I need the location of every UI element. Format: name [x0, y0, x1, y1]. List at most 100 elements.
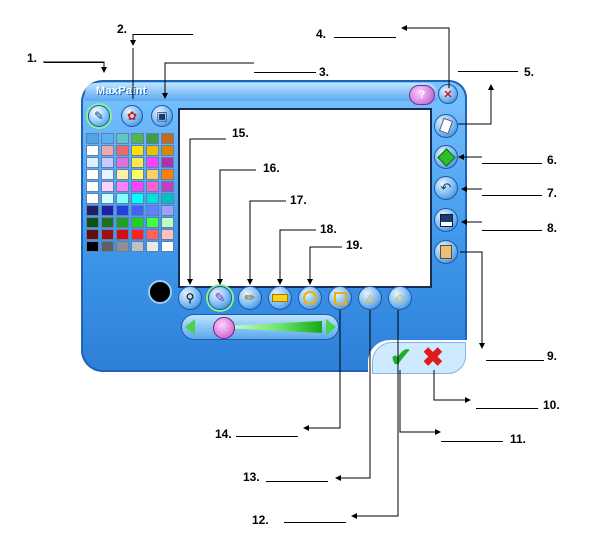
color-swatch[interactable]: [116, 133, 129, 144]
color-swatch[interactable]: [146, 229, 159, 240]
color-swatch[interactable]: [116, 169, 129, 180]
callout-label-11: 11.: [510, 432, 527, 446]
answer-blank-1: [44, 62, 104, 63]
color-swatch[interactable]: [146, 241, 159, 252]
color-swatch[interactable]: [86, 229, 99, 240]
color-swatch[interactable]: [146, 181, 159, 192]
title-bar[interactable]: [85, 83, 437, 101]
color-swatch[interactable]: [131, 241, 144, 252]
color-swatch[interactable]: [131, 133, 144, 144]
color-swatch[interactable]: [101, 229, 114, 240]
color-swatch[interactable]: [86, 145, 99, 156]
color-swatch[interactable]: [161, 157, 174, 168]
checkmark-icon[interactable]: ✔: [390, 342, 412, 372]
color-swatch[interactable]: [116, 181, 129, 192]
color-swatch[interactable]: [131, 169, 144, 180]
undo-button[interactable]: ↶: [434, 176, 458, 200]
color-swatch[interactable]: [161, 241, 174, 252]
color-swatch[interactable]: [131, 181, 144, 192]
callout-label-19: 19.: [346, 238, 363, 252]
color-swatch[interactable]: [86, 205, 99, 216]
current-color-indicator: [148, 280, 172, 304]
square-tool[interactable]: [328, 286, 352, 310]
color-swatch[interactable]: [101, 157, 114, 168]
color-swatch[interactable]: [116, 145, 129, 156]
pencil-icon: ✏: [244, 290, 256, 305]
color-swatch[interactable]: [131, 157, 144, 168]
color-swatch[interactable]: [86, 193, 99, 204]
callout-label-16: 16.: [263, 161, 280, 175]
color-swatch[interactable]: [131, 229, 144, 240]
color-swatch[interactable]: [86, 133, 99, 144]
diamond-icon: ◇: [395, 291, 405, 305]
color-swatch[interactable]: [131, 217, 144, 228]
line-tool[interactable]: [268, 286, 292, 310]
color-swatch[interactable]: [146, 133, 159, 144]
color-swatch[interactable]: [116, 217, 129, 228]
close-button[interactable]: ✕: [438, 84, 458, 104]
color-swatch[interactable]: [86, 157, 99, 168]
color-swatch[interactable]: [161, 133, 174, 144]
slider-increase-arrow-icon[interactable]: [326, 319, 336, 335]
color-swatch[interactable]: [146, 145, 159, 156]
eraser-button[interactable]: [434, 114, 458, 138]
color-swatch[interactable]: [161, 181, 174, 192]
color-swatch[interactable]: [131, 145, 144, 156]
slider-decrease-arrow-icon[interactable]: [185, 319, 195, 335]
color-swatch[interactable]: [116, 193, 129, 204]
color-swatch[interactable]: [161, 205, 174, 216]
color-swatch[interactable]: [146, 193, 159, 204]
callout-label-17: 17.: [290, 193, 307, 207]
x-icon[interactable]: ✖: [422, 342, 444, 372]
slider-knob[interactable]: [213, 317, 236, 339]
circle-tool[interactable]: [298, 286, 322, 310]
triangle-tool[interactable]: △: [358, 286, 382, 310]
frames-button[interactable]: ▣: [151, 105, 173, 127]
diamond-tool[interactable]: ◇: [388, 286, 412, 310]
save-button[interactable]: [434, 208, 458, 232]
color-palette: [86, 133, 174, 252]
color-swatch[interactable]: [161, 145, 174, 156]
color-swatch[interactable]: [161, 193, 174, 204]
color-swatch[interactable]: [101, 193, 114, 204]
brush-tool[interactable]: ✎: [208, 286, 232, 310]
color-swatch[interactable]: [131, 193, 144, 204]
color-swatch[interactable]: [116, 241, 129, 252]
fill-button[interactable]: [434, 145, 458, 169]
answer-blank-2: [133, 34, 193, 35]
color-swatch[interactable]: [101, 133, 114, 144]
color-swatch[interactable]: [146, 217, 159, 228]
color-swatch[interactable]: [86, 241, 99, 252]
answer-blank-12: [284, 522, 346, 523]
color-swatch[interactable]: [146, 205, 159, 216]
color-swatch[interactable]: [101, 181, 114, 192]
color-swatch[interactable]: [101, 169, 114, 180]
color-swatch[interactable]: [86, 169, 99, 180]
color-swatch[interactable]: [101, 241, 114, 252]
color-swatch[interactable]: [161, 229, 174, 240]
color-swatch[interactable]: [116, 157, 129, 168]
color-swatch[interactable]: [146, 157, 159, 168]
window-title: MaxPaint: [96, 85, 147, 97]
color-swatch[interactable]: [116, 205, 129, 216]
color-swatch[interactable]: [101, 145, 114, 156]
color-swatch[interactable]: [131, 205, 144, 216]
color-swatch[interactable]: [101, 217, 114, 228]
eyedropper-tool[interactable]: ⚲: [178, 286, 202, 310]
color-swatch[interactable]: [101, 205, 114, 216]
help-button[interactable]: ?: [409, 85, 435, 105]
paste-button[interactable]: [434, 240, 458, 264]
pencil-mode-button[interactable]: ✎: [88, 105, 110, 127]
undo-icon: ↶: [440, 180, 452, 195]
color-swatch[interactable]: [161, 169, 174, 180]
pencil-tool[interactable]: ✏: [238, 286, 262, 310]
line-icon: [272, 294, 288, 302]
color-swatch[interactable]: [116, 229, 129, 240]
stamp-mode-button[interactable]: ✿: [121, 105, 143, 127]
color-swatch[interactable]: [161, 217, 174, 228]
color-swatch[interactable]: [86, 217, 99, 228]
color-swatch[interactable]: [146, 169, 159, 180]
eyedropper-icon: ⚲: [185, 291, 195, 305]
frame-icon: ▣: [156, 109, 168, 123]
color-swatch[interactable]: [86, 181, 99, 192]
